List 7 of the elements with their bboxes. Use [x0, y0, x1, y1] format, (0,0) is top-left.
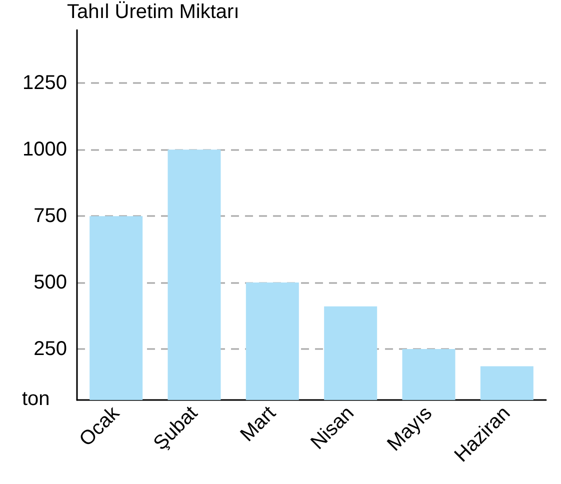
y-tick-label: 1000 — [22, 138, 67, 161]
y-axis-title: Tahıl Üretim Miktarı — [67, 1, 240, 23]
text: ton — [22, 388, 50, 410]
y-tick-label: 1250 — [22, 72, 67, 94]
y-tick-label: 750 — [34, 205, 67, 228]
y-tick-label: 250 — [34, 338, 67, 360]
y-tick-label: 500 — [34, 272, 67, 294]
